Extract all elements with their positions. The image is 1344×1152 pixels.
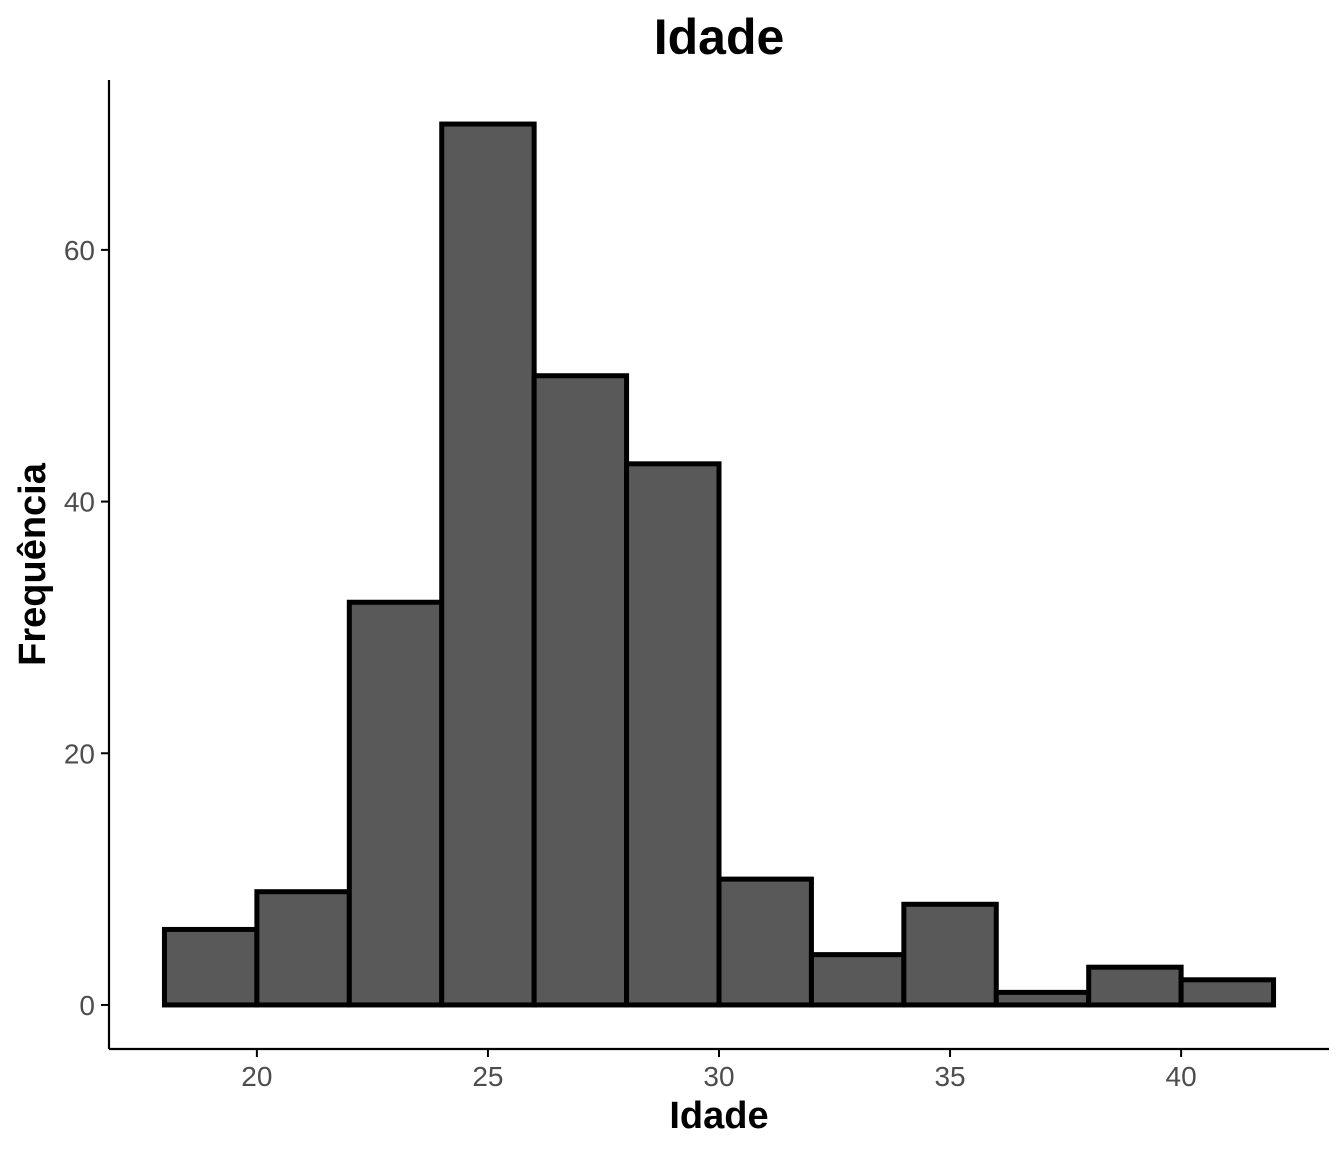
x-tick-label: 30 [703, 1061, 734, 1092]
x-axis-ticks: 20 25 30 35 40 [241, 1049, 1197, 1092]
histogram-bar-34-36 [901, 901, 999, 1008]
chart-title: Idade [654, 9, 785, 65]
y-tick-label: 60 [64, 235, 95, 266]
histogram-bar-36-38 [993, 989, 1092, 1008]
histogram-bar-20-22 [254, 889, 352, 1008]
y-axis-title: Frequência [12, 462, 54, 666]
histogram-bar-40-42 [1178, 977, 1277, 1008]
y-axis-ticks: 0 20 40 60 [64, 235, 109, 1021]
histogram-bar-24-26 [439, 121, 537, 1008]
x-axis-title: Idade [669, 1095, 768, 1137]
x-tick-label: 25 [472, 1061, 503, 1092]
histogram-bar-18-20 [161, 926, 260, 1008]
y-tick-label: 20 [64, 738, 95, 769]
y-tick-label: 40 [64, 487, 95, 518]
histogram-bar-26-28 [531, 373, 630, 1008]
histogram-bar-38-40 [1086, 964, 1184, 1008]
histogram-bar-28-30 [624, 461, 722, 1008]
x-tick-label: 35 [934, 1061, 965, 1092]
y-tick-label: 0 [79, 990, 95, 1021]
x-tick-label: 20 [241, 1061, 272, 1092]
histogram-bar-22-24 [346, 599, 445, 1008]
histogram-bar-30-32 [716, 876, 814, 1008]
x-tick-label: 40 [1166, 1061, 1197, 1092]
bars-group [161, 121, 1277, 1008]
histogram-bar-32-34 [808, 952, 907, 1008]
